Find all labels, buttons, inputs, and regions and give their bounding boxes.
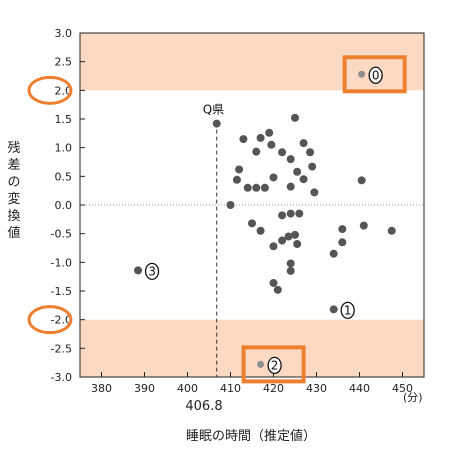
data-point <box>286 155 295 164</box>
data-point <box>256 133 265 142</box>
y-tick-label: 2.5 <box>55 56 73 69</box>
data-point <box>295 209 304 218</box>
x-tick-label: 390 <box>134 382 155 395</box>
data-point <box>256 226 265 235</box>
data-point <box>232 175 241 184</box>
point-label-circle <box>267 356 282 375</box>
point-label-circle <box>144 262 160 281</box>
data-point <box>252 147 261 156</box>
data-point <box>308 162 317 171</box>
data-point <box>299 139 308 148</box>
outlier-highlight-box <box>241 345 306 384</box>
data-point <box>359 221 368 230</box>
data-point <box>260 183 269 192</box>
y-tick-highlight <box>27 75 73 105</box>
y-tick-label: -0.5 <box>51 228 72 241</box>
data-point <box>338 225 347 234</box>
data-point <box>291 230 299 239</box>
data-point <box>278 148 287 157</box>
y-tick-label: 1.0 <box>55 142 73 155</box>
data-point <box>293 167 302 176</box>
data-point <box>286 266 295 275</box>
x-tick-label: 380 <box>91 382 112 395</box>
y-tick-label: -1.5 <box>51 285 72 298</box>
x-tick-label: 420 <box>263 382 284 395</box>
data-point <box>226 201 235 209</box>
data-point <box>212 119 221 128</box>
reference-value-label: 406.8 <box>185 399 222 414</box>
x-axis-title: 睡眠の時間（推定値） <box>186 428 316 444</box>
x-tick-label: 440 <box>349 382 370 395</box>
y-tick-label: -2.0 <box>51 314 72 327</box>
y-tick-label: 1.5 <box>55 113 73 126</box>
data-point <box>278 236 287 245</box>
y-tick-label: -1.0 <box>51 256 72 269</box>
data-points <box>134 70 396 368</box>
y-tick-label: -2.5 <box>51 342 72 355</box>
y-tick-label: 2.0 <box>55 84 73 97</box>
x-tick-label: 430 <box>306 382 327 395</box>
data-point <box>306 148 315 157</box>
reference-lines <box>80 129 424 377</box>
upper-outlier-band <box>80 33 424 91</box>
y-tick-label: 0.0 <box>55 199 73 212</box>
data-point <box>284 232 293 241</box>
data-point <box>329 305 338 314</box>
y-tick-highlight <box>27 305 73 335</box>
point-label: 3 <box>148 264 156 278</box>
data-point <box>286 182 295 191</box>
data-point <box>239 135 248 144</box>
data-point <box>269 278 278 287</box>
tick-labels: 380 390 400 410 420 430 440 450 -3.0 -2.5 -2.0 -1.5… <box>27 27 413 395</box>
data-point <box>267 140 276 149</box>
y-tick-label: -3.0 <box>51 371 72 384</box>
annotations: Q県 1 3 0 2 <box>144 55 407 384</box>
data-point <box>286 209 295 218</box>
point-label-circle <box>368 66 383 84</box>
data-point <box>278 211 287 220</box>
point-label-q: Q県 <box>203 103 224 117</box>
data-point <box>358 70 366 78</box>
data-point <box>269 242 278 251</box>
data-point <box>286 259 295 268</box>
data-point <box>134 266 143 275</box>
data-point <box>338 238 347 247</box>
data-point <box>243 183 252 192</box>
data-point <box>235 165 244 174</box>
data-point <box>269 173 278 182</box>
data-point <box>265 128 274 137</box>
point-label: 0 <box>372 68 380 82</box>
data-point <box>248 219 256 228</box>
data-point <box>329 249 338 258</box>
x-tick-label: 410 <box>220 382 241 395</box>
data-point <box>299 175 308 184</box>
x-axis-unit: (分) <box>403 391 423 404</box>
point-label-circle <box>340 301 355 319</box>
y-tick-label: 3.0 <box>55 27 73 40</box>
data-point <box>387 226 396 235</box>
outlier-highlight-box <box>342 55 407 94</box>
y-axis-title: 残差の変換値 <box>7 141 20 241</box>
y-tick-label: 0.5 <box>55 170 73 183</box>
data-point <box>257 360 265 368</box>
point-label: 2 <box>271 358 279 372</box>
data-point <box>273 285 282 294</box>
data-point <box>357 176 366 185</box>
axis-titles: 睡眠の時間（推定値） (分) 406.8 残差の変換値 <box>7 141 422 444</box>
data-point <box>293 239 302 248</box>
x-tick-label: 400 <box>177 382 198 395</box>
point-label: 1 <box>344 303 352 317</box>
data-point <box>291 113 299 122</box>
data-point <box>310 188 319 197</box>
x-tick-label: 450 <box>392 382 413 395</box>
data-point <box>252 183 261 192</box>
